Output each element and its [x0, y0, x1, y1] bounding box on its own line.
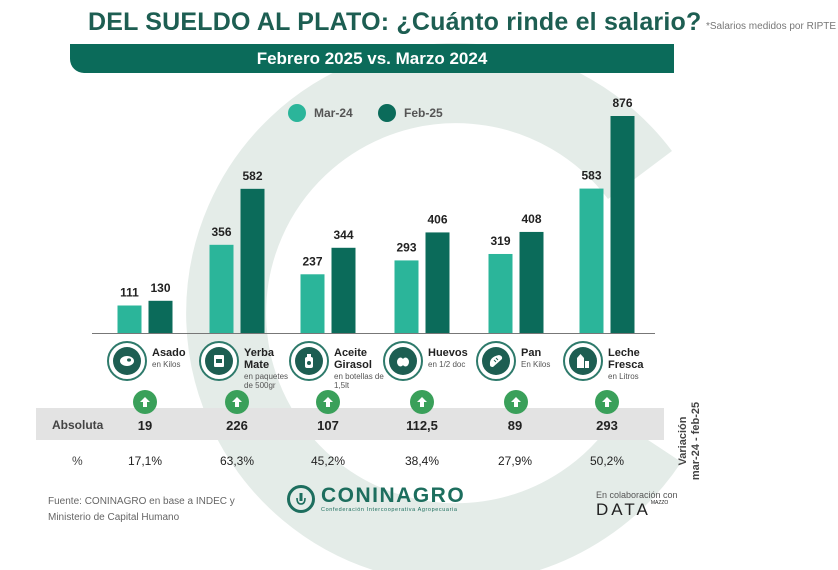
bar-mar24-5 [579, 188, 604, 333]
data-label-feb25-0: 130 [150, 281, 170, 295]
logo-subtitle: Confederación Intercooperativa Agropecua… [321, 507, 458, 513]
bar-feb25-0 [148, 300, 173, 333]
category-unit: en Litros [608, 372, 639, 381]
up-arrow-icon [316, 390, 340, 414]
bar-mar24-2 [300, 274, 325, 333]
up-arrow-icon [225, 390, 249, 414]
category-label-line2: Fresca [608, 359, 644, 371]
up-arrow-icon [504, 390, 528, 414]
legend-label-feb25: Feb-25 [404, 106, 443, 120]
category-unit: en Kilos [152, 360, 181, 369]
category-unit: en paquetes de 500gr [244, 372, 289, 390]
eggs-icon [397, 357, 409, 367]
legend-swatch-mar24 [288, 104, 306, 122]
category-unit: en 1/2 doc [428, 360, 466, 369]
percent-value-pan: 27,9% [497, 454, 533, 468]
page-title: DEL SUELDO AL PLATO: ¿Cuánto rinde el sa… [88, 8, 702, 36]
legend-item-mar24: Mar-24 [288, 104, 353, 122]
logo-name: CONINAGRO [321, 484, 466, 507]
data-label-feb25-4: 408 [521, 212, 541, 226]
legend-label-mar24: Mar-24 [314, 106, 353, 120]
category-label: Pan [521, 347, 542, 359]
absolute-value-yerba: 226 [226, 418, 248, 433]
category-label: Yerba [244, 347, 274, 359]
bar-chart: 111 356 237 293 319 583 130 582 344 406 408 876 [92, 96, 655, 334]
variation-label-line1: Variación [677, 416, 689, 466]
category-aceite-girasol: Aceite Girasol en botellas de 1,5lt [289, 341, 384, 390]
data-label-feb25-3: 406 [427, 212, 447, 226]
bar-mar24-0 [117, 305, 142, 333]
category-label: Aceite [334, 347, 368, 359]
data-brand-sup: MAZZO [650, 500, 669, 506]
source-line2: Ministerio de Capital Humano [48, 512, 180, 523]
salary-note: *Salarios medidos por RIPTE [706, 21, 837, 32]
bar-feb25-1 [240, 188, 265, 333]
category-pan: Pan En Kilos [476, 341, 568, 385]
data-label-feb25-2: 344 [333, 228, 353, 242]
up-arrow-icon [133, 390, 157, 414]
absolute-value-asado: 19 [137, 418, 153, 433]
absolute-value-pan: 89 [507, 418, 523, 433]
bar-mar24-3 [394, 260, 419, 333]
source-note: Fuente: CONINAGRO en base a INDEC y Mini… [48, 494, 235, 526]
category-unit: en botellas de 1,5lt [334, 372, 384, 390]
bar-feb25-3 [425, 232, 450, 333]
category-leche-fresca: Leche Fresca en Litros [563, 341, 655, 385]
category-huevos: Huevos en 1/2 doc [383, 341, 475, 385]
category-unit: En Kilos [521, 360, 551, 369]
data-label-mar24-5: 583 [581, 169, 601, 183]
up-arrow-icon [595, 390, 619, 414]
variation-label-line2: mar-24 - feb-25 [690, 401, 702, 481]
bar-feb25-4 [519, 231, 544, 333]
percent-value-huevos: 38,4% [404, 454, 440, 468]
percent-value-yerba: 63,3% [219, 454, 255, 468]
absolute-value-aceite: 107 [317, 418, 339, 433]
data-brand-name: DATA [596, 500, 651, 519]
period-banner: Febrero 2025 vs. Marzo 2024 [70, 44, 674, 73]
data-label-feb25-1: 582 [242, 169, 262, 183]
category-label-line2: Girasol [334, 359, 372, 371]
bar-mar24-4 [488, 253, 513, 333]
variation-axis-label: Variación mar-24 - feb-25 [675, 396, 705, 486]
data-label-mar24-1: 356 [211, 225, 231, 239]
data-label-mar24-4: 319 [490, 234, 510, 248]
category-asado: Asado en Kilos [107, 341, 199, 385]
bar-feb25-5 [610, 116, 635, 333]
absolute-value-leche: 293 [596, 418, 618, 433]
category-label: Leche [608, 347, 640, 359]
bar-feb25-2 [331, 247, 356, 333]
category-label-line2: Mate [244, 359, 270, 371]
bar-mar24-1 [209, 244, 234, 333]
percent-value-asado: 17,1% [127, 454, 163, 468]
legend-swatch-feb25 [378, 104, 396, 122]
source-line1: Fuente: CONINAGRO en base a INDEC y [48, 496, 235, 507]
data-label-mar24-2: 237 [302, 254, 322, 268]
bread-icon [489, 355, 503, 367]
data-label-feb25-5: 876 [612, 96, 632, 110]
data-label-mar24-0: 111 [120, 286, 139, 300]
category-label: Asado [152, 347, 186, 359]
meat-icon [120, 356, 134, 366]
collaboration-note: En colaboración con [596, 490, 678, 500]
percent-value-leche: 50,2% [589, 454, 625, 468]
data-brand-logo: DATAMAZZO [596, 500, 668, 520]
legend-item-feb25: Feb-25 [378, 104, 443, 122]
up-arrow-icon [410, 390, 434, 414]
category-label: Huevos [428, 347, 468, 359]
oil-bottle-icon [305, 354, 313, 368]
percent-row-label: % [72, 454, 83, 468]
coninagro-logo: CONINAGRO Confederación Intercooperativa… [287, 485, 465, 513]
yerba-package-icon [214, 355, 224, 367]
data-label-mar24-3: 293 [396, 240, 416, 254]
milk-icon [577, 354, 589, 368]
category-yerba-mate: Yerba Mate en paquetes de 500gr [199, 341, 291, 390]
coninagro-logo-icon [287, 485, 315, 513]
absolute-value-huevos: 112,5 [406, 418, 438, 433]
percent-value-aceite: 45,2% [310, 454, 346, 468]
absolute-row-label: Absoluta [52, 418, 104, 432]
